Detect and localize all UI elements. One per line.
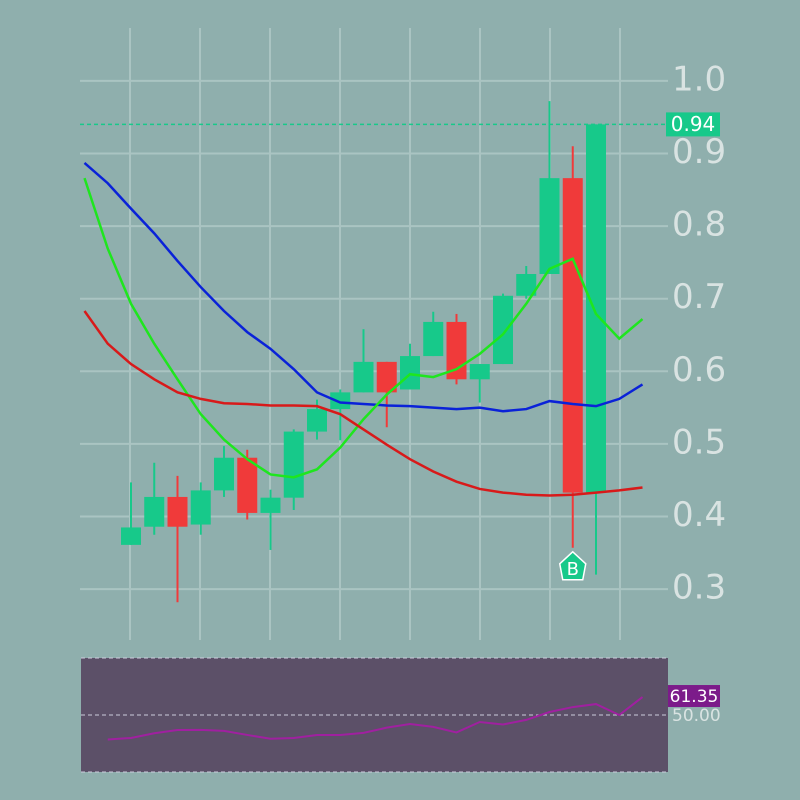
candle-body [167, 496, 188, 527]
candle-body [376, 361, 397, 393]
y-tick-label: 0.7 [672, 277, 726, 317]
rsi-value-box [668, 685, 720, 708]
rsi-panel [81, 658, 668, 772]
candle-body [121, 527, 141, 545]
y-tick-label: 0.6 [672, 350, 726, 390]
y-tick-label: 0.4 [672, 495, 726, 535]
candle-body [469, 364, 490, 380]
rsi-value-label: 61.35 [670, 687, 719, 707]
y-tick-label: 0.3 [672, 568, 726, 608]
candle-body [330, 392, 351, 410]
candle-body [586, 124, 606, 493]
moving-average-line [83, 310, 643, 497]
candle-body [539, 178, 560, 274]
candle-body [493, 295, 513, 365]
candle-body [283, 431, 304, 498]
moving-average-line [83, 161, 644, 413]
y-tick-label: 1.0 [672, 59, 726, 99]
candle-body [400, 356, 420, 390]
candle-body [562, 178, 583, 493]
signal-marker [558, 550, 587, 581]
rsi-tick-label: 50.00 [672, 706, 721, 726]
candle-body [144, 496, 165, 527]
candle-body [423, 321, 444, 357]
moving-average-line [83, 177, 644, 479]
candle-body [516, 274, 537, 296]
last-price-label: 0.94 [671, 112, 716, 136]
candle-body [260, 497, 281, 513]
y-tick-label: 0.5 [672, 422, 726, 462]
candle-body [237, 457, 258, 513]
candle-body [307, 409, 327, 432]
signal-label: B [567, 559, 579, 580]
y-tick-label: 0.8 [672, 205, 726, 245]
last-price-box [666, 112, 720, 137]
y-tick-label: 0.9 [672, 132, 726, 172]
rsi-line [107, 696, 644, 741]
candle-body [353, 361, 374, 393]
candle-body [214, 457, 234, 491]
candle-body [190, 490, 211, 525]
